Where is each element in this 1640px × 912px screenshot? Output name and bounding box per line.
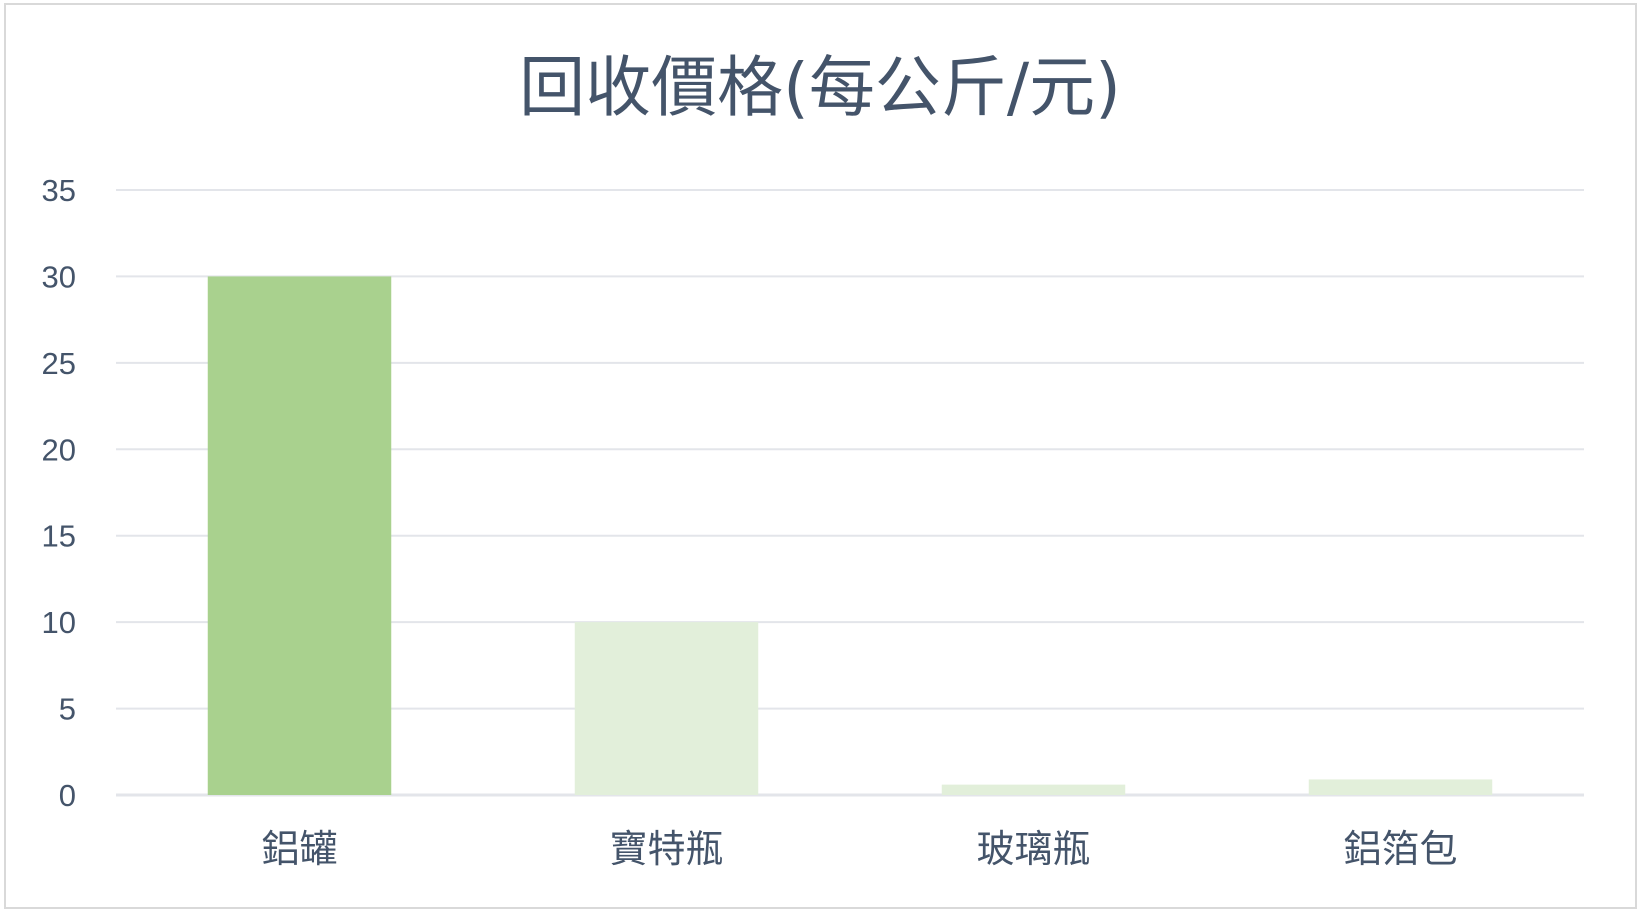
y-tick-label: 25 <box>42 346 76 381</box>
bar-1 <box>207 276 392 795</box>
x-category-label: 鋁箔包 <box>1343 827 1457 871</box>
y-tick-label: 15 <box>42 519 76 554</box>
chart-title: 回收價格(每公斤/元) <box>519 49 1121 126</box>
bar-2 <box>574 622 759 795</box>
y-tick-label: 30 <box>42 259 76 294</box>
y-tick-label: 35 <box>42 173 76 208</box>
y-tick-label: 0 <box>59 778 76 813</box>
y-tick-label: 5 <box>59 692 76 727</box>
bar-3 <box>941 784 1126 795</box>
x-category-label: 鋁罐 <box>261 827 337 871</box>
x-category-label: 玻璃瓶 <box>976 827 1090 871</box>
y-tick-label: 20 <box>42 432 76 467</box>
x-category-label: 寶特瓶 <box>609 827 723 871</box>
y-tick-label: 10 <box>42 605 76 640</box>
bar-4 <box>1308 779 1493 795</box>
